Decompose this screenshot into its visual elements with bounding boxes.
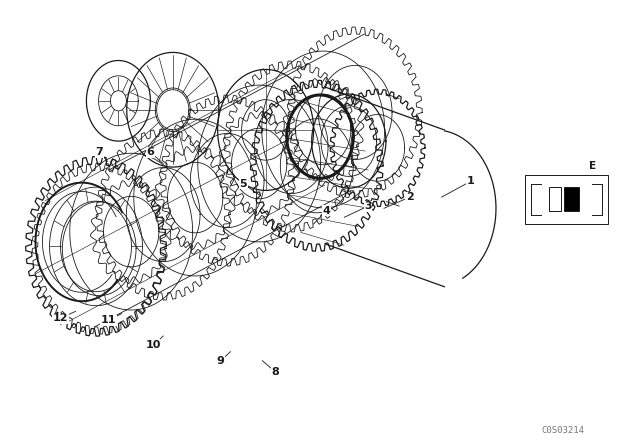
Text: 3: 3: [364, 201, 372, 211]
Text: 11: 11: [101, 315, 116, 325]
Text: 1: 1: [467, 177, 474, 186]
Text: C0S03214: C0S03214: [541, 426, 585, 435]
Text: 7: 7: [95, 147, 103, 157]
Text: 5: 5: [239, 179, 247, 189]
Text: 9: 9: [217, 356, 225, 366]
Text: 12: 12: [53, 313, 68, 323]
Text: 8: 8: [271, 367, 279, 377]
Bar: [525, 175, 608, 224]
Bar: [549, 187, 561, 211]
Bar: [564, 187, 579, 211]
Text: E: E: [589, 161, 596, 171]
Text: 4: 4: [323, 206, 330, 215]
Text: 10: 10: [146, 340, 161, 350]
Text: 2: 2: [406, 192, 413, 202]
Text: 6: 6: [147, 147, 154, 157]
